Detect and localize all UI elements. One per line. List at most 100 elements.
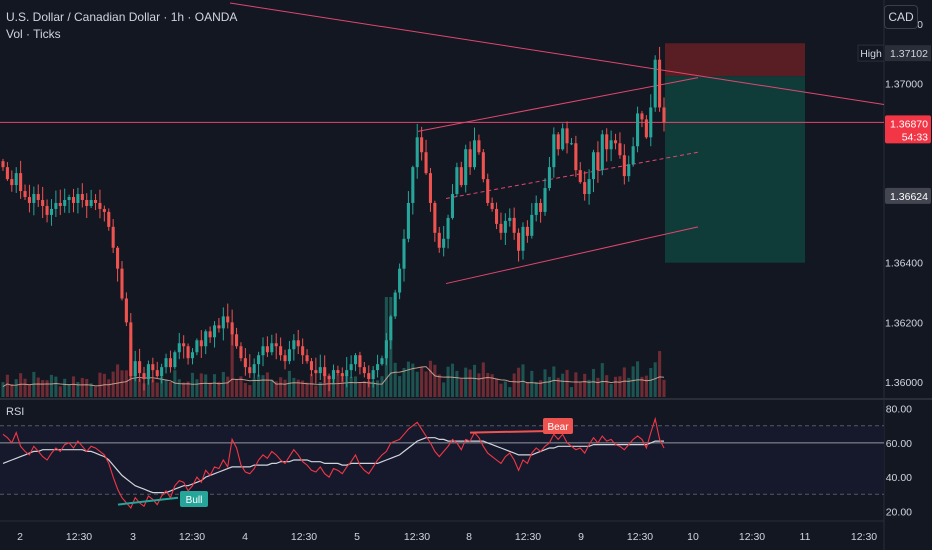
bull-label-text: Bull: [186, 495, 203, 506]
volume-bar: [239, 376, 243, 397]
high-value-text: 1.37102: [890, 48, 928, 60]
time-tick-label: 12:30: [179, 531, 205, 543]
volume-bar: [63, 378, 67, 397]
volume-bar: [283, 379, 287, 397]
time-tick-label: 12:30: [404, 531, 430, 543]
volume-bar: [41, 380, 45, 397]
candle-body: [279, 346, 283, 356]
volume-bar: [226, 376, 230, 397]
candle-body: [437, 232, 441, 248]
volume-bar: [204, 374, 208, 397]
currency-button[interactable]: CAD: [884, 5, 918, 29]
candle-body: [261, 346, 265, 356]
time-tick-label: 12:30: [66, 531, 92, 543]
time-tick-label: 8: [466, 531, 472, 543]
chart-title: U.S. Dollar / Canadian Dollar · 1h · OAN…: [6, 10, 238, 24]
volume-ma-line: [2, 366, 665, 388]
volume-bar: [235, 379, 239, 397]
volume-bar: [495, 378, 499, 397]
candle-body: [543, 188, 547, 212]
candle-body: [340, 373, 344, 377]
candle-body: [345, 370, 349, 377]
candle-body: [406, 202, 410, 239]
candle-body: [274, 343, 278, 347]
time-tick-label: 9: [578, 531, 584, 543]
candle-body: [376, 364, 380, 371]
descending-trendline: [229, 2, 885, 105]
lower-channel-line: [445, 226, 699, 285]
volume-bar: [472, 364, 477, 397]
volume-bar: [107, 379, 111, 397]
candle-body: [587, 179, 591, 195]
volume-bar: [380, 376, 384, 397]
volume-bar: [14, 379, 18, 397]
volume-bar: [27, 384, 31, 397]
volume-bar: [58, 386, 62, 397]
bear-divergence-line: [469, 429, 557, 434]
volume-bar: [124, 370, 128, 397]
volume-bar: [353, 376, 358, 397]
candle-body: [36, 194, 40, 200]
bear-label-text: Bear: [547, 422, 569, 433]
candle-body: [182, 343, 186, 347]
volume-bar: [640, 376, 644, 397]
time-tick-label: 12:30: [851, 531, 877, 543]
candle-body: [565, 128, 569, 144]
candle-body: [27, 197, 31, 203]
volume-bar: [658, 351, 662, 397]
volume-bar: [556, 377, 560, 397]
candle-body: [1, 161, 5, 168]
volume-bar: [662, 379, 666, 397]
candle-body: [124, 298, 128, 323]
candle-body: [195, 340, 199, 353]
candle-body: [129, 322, 133, 377]
candle-body: [49, 208, 54, 215]
countdown-text: 54:33: [902, 131, 928, 143]
volume-bar: [190, 372, 195, 397]
candle-body: [323, 367, 327, 377]
candle-body: [631, 146, 635, 165]
candle-body: [622, 155, 626, 177]
volume-bar: [217, 381, 221, 397]
volume-bar: [512, 373, 516, 397]
candle-body: [221, 316, 225, 329]
candle-body: [468, 149, 472, 168]
volume-bar: [1, 382, 5, 397]
time-tick-label: 12:30: [291, 531, 317, 543]
volume-bar: [437, 374, 441, 397]
volume-bar: [618, 376, 622, 397]
volume-bar: [49, 374, 54, 397]
volume-bar: [23, 378, 27, 397]
candle-body: [455, 167, 459, 195]
volume-bar: [85, 378, 89, 397]
volume-bar: [168, 382, 172, 397]
candle-body: [296, 340, 300, 347]
candle-body: [138, 361, 142, 374]
volume-bar: [208, 382, 212, 397]
candle-body: [327, 376, 331, 380]
volume-bar: [402, 367, 406, 397]
marked-level-tag: [885, 187, 931, 204]
bear-label-box: [543, 418, 573, 434]
volume-bar: [534, 381, 538, 397]
candle-body: [331, 370, 336, 380]
volume-bar: [292, 377, 296, 397]
volume-bar: [376, 380, 380, 397]
rsi-tick-label: 80.00: [886, 404, 912, 416]
candle-body: [472, 140, 477, 168]
rsi-band: [0, 425, 884, 495]
candle-body: [146, 364, 150, 380]
price-tick-label: 1.37000: [885, 79, 923, 91]
rsi-tick-label: 60.00: [886, 438, 912, 450]
volume-bar: [442, 382, 446, 397]
candle-body: [10, 179, 14, 186]
bull-label-box: [180, 491, 208, 507]
volume-bar: [323, 373, 327, 397]
candle-body: [58, 202, 62, 206]
candle-body: [402, 238, 406, 269]
candle-body: [450, 194, 455, 218]
upper-channel-line: [417, 77, 699, 132]
volume-bar: [543, 369, 547, 397]
candle-body: [305, 355, 309, 362]
